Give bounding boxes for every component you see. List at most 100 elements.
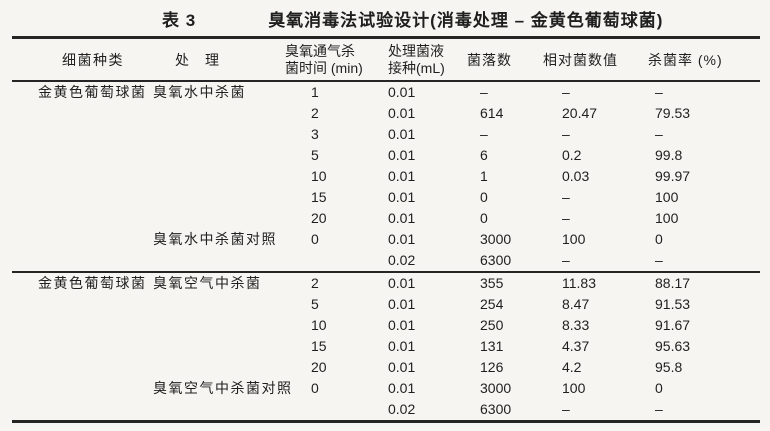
table-row: 金黄色葡萄球菌 臭氧空气中杀菌 2 0.01 355 11.83 88.17 — [12, 273, 760, 294]
cell-inoculation: 0.01 — [388, 84, 416, 100]
cell-colony-count: 250 — [480, 317, 504, 333]
cell-time: 2 — [311, 105, 319, 121]
header-colony-count: 菌落数 — [467, 51, 512, 68]
cell-inoculation: 0.01 — [388, 296, 416, 312]
cell-species — [12, 315, 150, 336]
cell-species — [12, 145, 150, 166]
cell-species — [12, 103, 150, 124]
cell-species — [12, 336, 150, 357]
cell-time: 0 — [311, 380, 319, 396]
table-row: 2 0.01 614 20.47 79.53 — [12, 103, 760, 124]
cell-kill-rate: – — [655, 126, 663, 142]
cell-relative-count: – — [562, 401, 570, 417]
cell-treatment — [150, 208, 283, 229]
table-header-row: 细菌种类 处 理 臭氧通气杀 菌时间 (min) 处理菌液 接种(mL) 菌落数… — [12, 39, 760, 82]
cell-time — [283, 399, 382, 420]
cell-treatment — [150, 103, 283, 124]
cell-relative-count: – — [562, 252, 570, 268]
cell-treatment: 臭氧水中杀菌 — [153, 84, 246, 100]
cell-kill-rate: 91.53 — [655, 296, 691, 312]
cell-relative-count: – — [562, 210, 570, 226]
cell-colony-count: 3000 — [480, 231, 512, 247]
cell-species — [12, 357, 150, 378]
cell-time: 20 — [311, 359, 327, 375]
cell-relative-count: – — [562, 84, 570, 100]
cell-species — [12, 250, 150, 271]
cell-time: 10 — [311, 317, 327, 333]
cell-time: 2 — [311, 275, 319, 291]
cell-colony-count: 0 — [480, 189, 488, 205]
cell-inoculation: 0.01 — [388, 380, 416, 396]
cell-species — [12, 294, 150, 315]
cell-colony-count: 355 — [480, 275, 504, 291]
cell-relative-count: 4.37 — [562, 338, 590, 354]
cell-treatment — [150, 315, 283, 336]
table-row: 20 0.01 0 – 100 — [12, 208, 760, 229]
table-section-ozone-air: 金黄色葡萄球菌 臭氧空气中杀菌 2 0.01 355 11.83 88.17 5… — [12, 273, 760, 423]
cell-kill-rate: 79.53 — [655, 105, 691, 121]
cell-treatment: 臭氧水中杀菌对照 — [153, 231, 277, 247]
cell-treatment — [150, 187, 283, 208]
cell-time: 5 — [311, 296, 319, 312]
cell-time: 5 — [311, 147, 319, 163]
cell-species — [12, 124, 150, 145]
table-row: 臭氧水中杀菌对照 0 0.01 3000 100 0 — [12, 229, 760, 250]
cell-inoculation: 0.01 — [388, 189, 416, 205]
table-top-rule — [12, 36, 760, 39]
cell-inoculation: 0.01 — [388, 317, 416, 333]
cell-kill-rate: 0 — [655, 380, 663, 396]
cell-time: 20 — [311, 210, 327, 226]
cell-time: 3 — [311, 126, 319, 142]
header-species: 细菌种类 — [62, 51, 124, 68]
cell-species — [12, 378, 150, 399]
cell-colony-count: – — [480, 84, 488, 100]
cell-kill-rate: 95.8 — [655, 359, 683, 375]
cell-colony-count: 131 — [480, 338, 504, 354]
cell-species: 金黄色葡萄球菌 — [38, 84, 147, 100]
table-number: 表 3 — [162, 10, 197, 30]
cell-species: 金黄色葡萄球菌 — [38, 275, 147, 291]
table-title: 表 3 臭氧消毒法试验设计(消毒处理 – 金黄色葡萄球菌) — [0, 0, 770, 36]
cell-time: 0 — [311, 231, 319, 247]
cell-inoculation: 0.01 — [388, 105, 416, 121]
cell-time: 15 — [311, 338, 327, 354]
cell-treatment — [150, 399, 283, 420]
table-row: 15 0.01 131 4.37 95.63 — [12, 336, 760, 357]
cell-inoculation: 0.01 — [388, 126, 416, 142]
cell-relative-count: 100 — [562, 380, 586, 396]
cell-relative-count: 11.83 — [562, 275, 596, 291]
cell-colony-count: 0 — [480, 210, 488, 226]
table-row: 臭氧空气中杀菌对照 0 0.01 3000 100 0 — [12, 378, 760, 399]
table-row: 10 0.01 1 0.03 99.97 — [12, 166, 760, 187]
table-row: 20 0.01 126 4.2 95.8 — [12, 357, 760, 378]
cell-inoculation: 0.02 — [388, 401, 416, 417]
cell-inoculation: 0.02 — [388, 252, 416, 268]
data-table: 细菌种类 处 理 臭氧通气杀 菌时间 (min) 处理菌液 接种(mL) 菌落数… — [12, 36, 760, 423]
cell-relative-count: 0.2 — [562, 147, 582, 163]
cell-kill-rate: – — [655, 401, 663, 417]
cell-species — [12, 187, 150, 208]
cell-treatment — [150, 336, 283, 357]
cell-colony-count: 3000 — [480, 380, 512, 396]
cell-treatment: 臭氧空气中杀菌 — [153, 275, 262, 291]
cell-relative-count: 8.47 — [562, 296, 590, 312]
cell-species — [12, 399, 150, 420]
header-inoculation: 处理菌液 接种(mL) — [388, 42, 445, 76]
cell-inoculation: 0.01 — [388, 359, 416, 375]
cell-species — [12, 208, 150, 229]
cell-relative-count: 4.2 — [562, 359, 582, 375]
table-row: 15 0.01 0 – 100 — [12, 187, 760, 208]
cell-inoculation: 0.01 — [388, 210, 416, 226]
cell-treatment — [150, 357, 283, 378]
cell-treatment — [150, 166, 283, 187]
cell-species — [12, 229, 150, 250]
cell-inoculation: 0.01 — [388, 147, 416, 163]
cell-relative-count: 20.47 — [562, 105, 598, 121]
cell-kill-rate: 88.17 — [655, 275, 691, 291]
table-row: 0.02 6300 – – — [12, 250, 760, 271]
cell-colony-count: 6300 — [480, 401, 512, 417]
header-relative-count: 相对菌数值 — [543, 51, 618, 68]
cell-colony-count: 6 — [480, 147, 488, 163]
cell-treatment — [150, 145, 283, 166]
